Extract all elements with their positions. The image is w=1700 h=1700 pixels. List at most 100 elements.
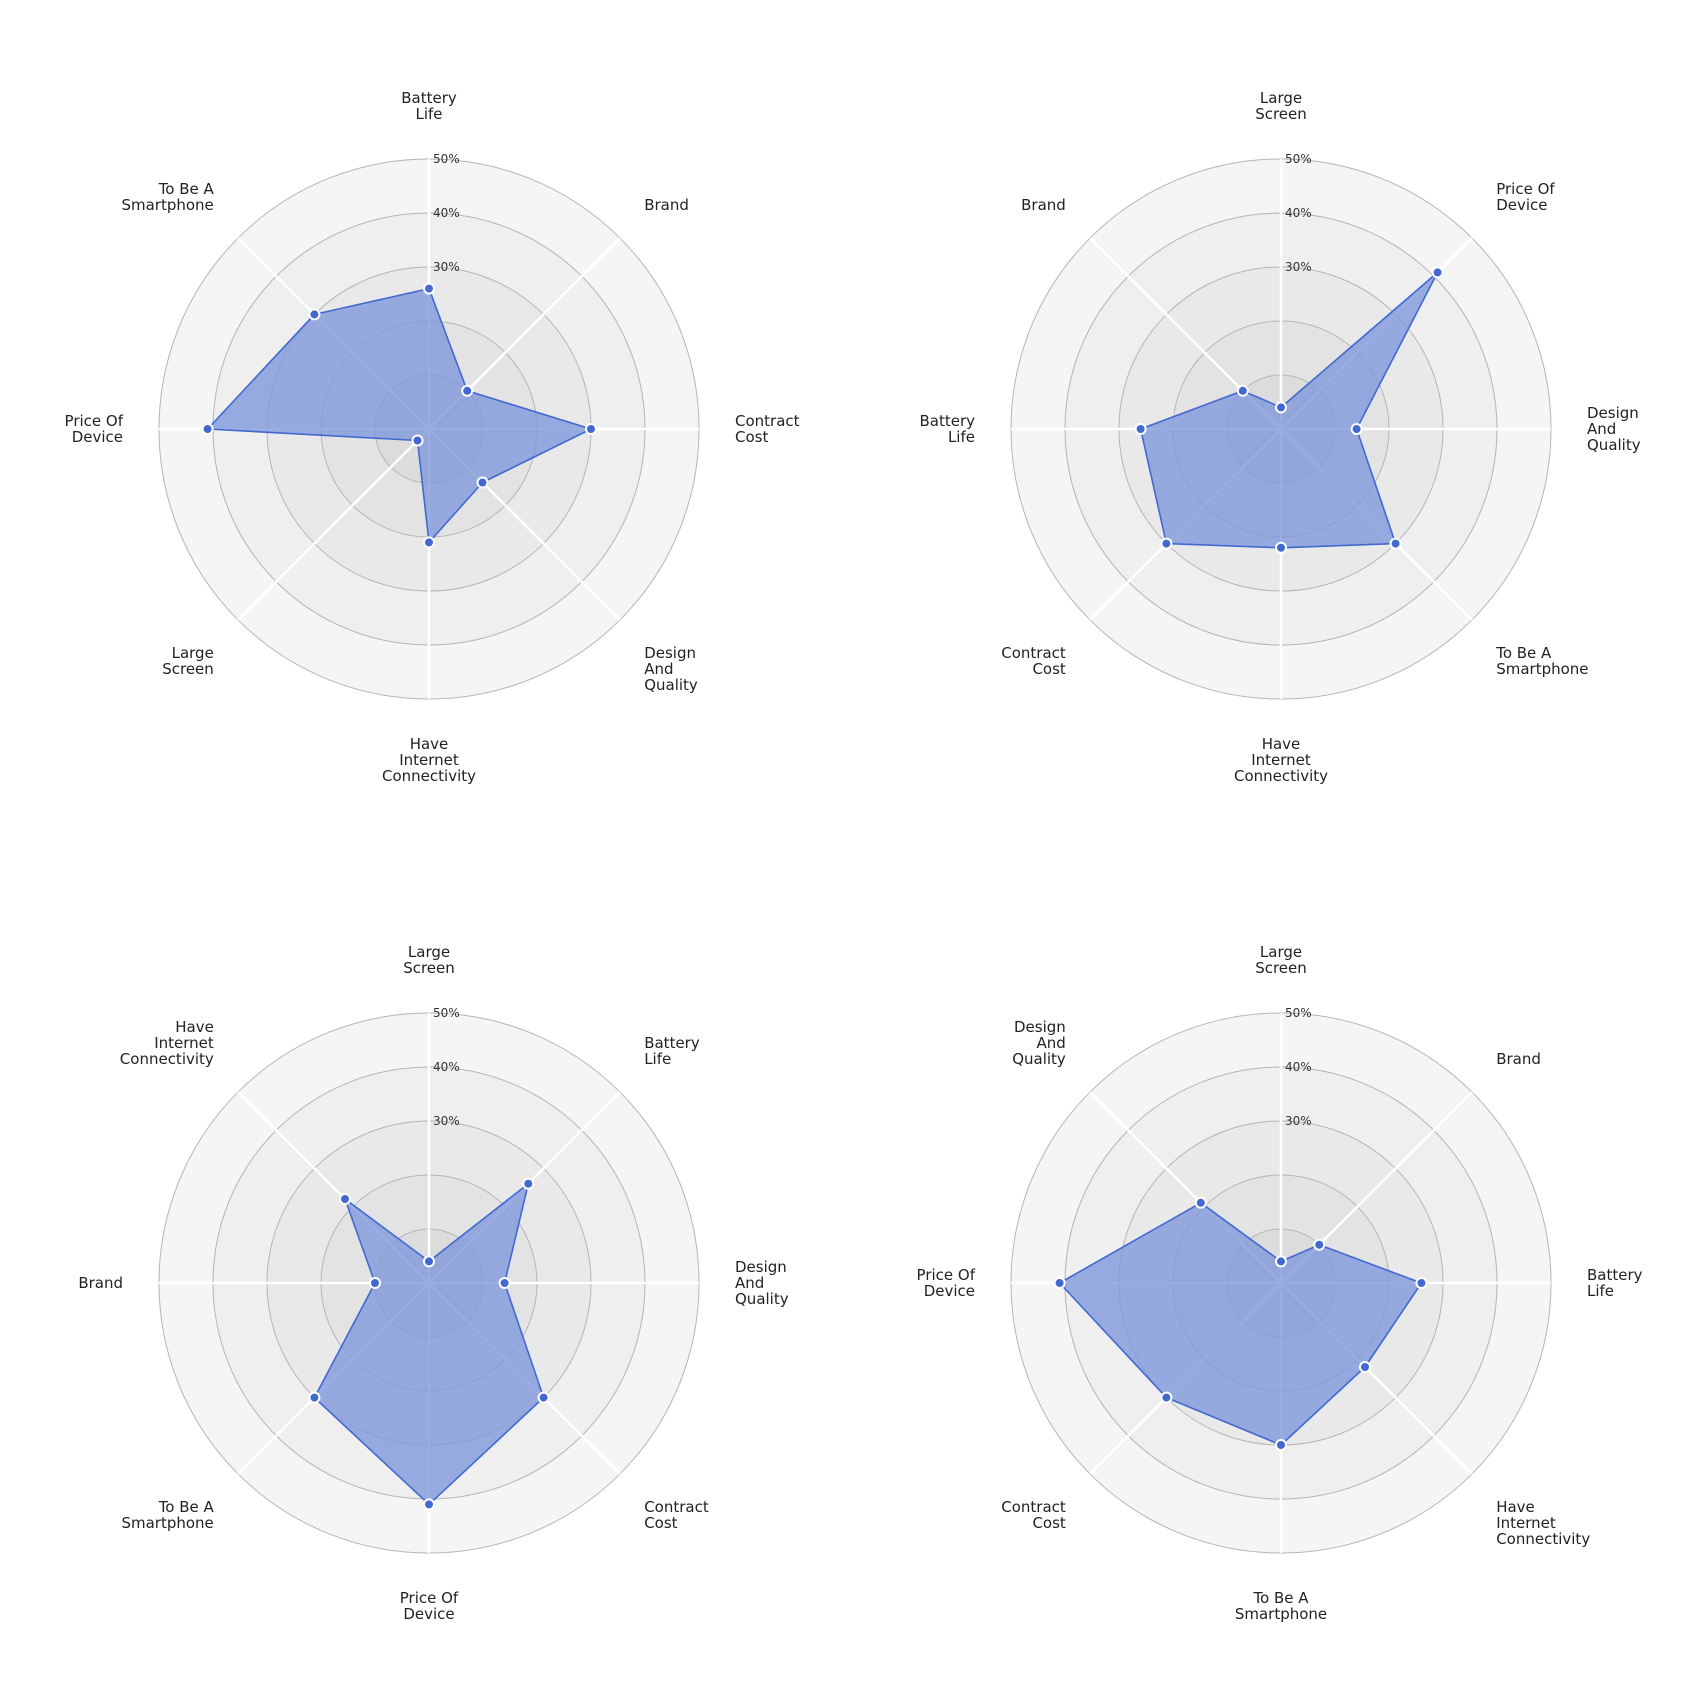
axis-label: Design And Quality [735, 1258, 789, 1308]
data-point [498, 1277, 511, 1289]
axis-label-line: Screen [403, 959, 455, 977]
data-point [1275, 1255, 1287, 1268]
axis-label: Price Of Device [1496, 180, 1555, 214]
axis-label-line: Battery [919, 412, 975, 430]
axis-label: Design And Quality [1587, 404, 1641, 454]
axis-label-line: Screen [1255, 105, 1307, 123]
axis-label-line: Have [1496, 1498, 1535, 1516]
axis-label-line: To Be A [1495, 644, 1552, 662]
axis-label-line: Have [175, 1018, 214, 1036]
data-point [201, 423, 214, 435]
axis-label-line: Have [410, 735, 449, 753]
axis-label-line: Design [644, 644, 696, 662]
grid-spoke [237, 428, 430, 621]
radar-chart-3: Large Screen Battery Life Design And Quality Co… [78, 943, 788, 1623]
data-point [339, 1193, 351, 1205]
axis-label: Have Internet Connectivity [120, 1018, 214, 1068]
axis-label-line: And [1037, 1034, 1066, 1052]
axis-label: Contract Cost [644, 1498, 709, 1532]
axis-label: Brand [1021, 196, 1066, 214]
axis-label: Battery Life [919, 412, 975, 446]
axis-label: Large Screen [162, 644, 214, 678]
axis-label-line: Large [1260, 943, 1302, 961]
axis-label-line: And [1587, 420, 1616, 438]
axis-label: Have Internet Connectivity [1234, 735, 1328, 785]
axis-label: Have Internet Connectivity [1496, 1498, 1590, 1548]
axis-label: Price Of Device [65, 412, 124, 446]
axis-label-line: Price Of [917, 1266, 976, 1284]
axis-label-line: Brand [1496, 1050, 1541, 1068]
data-point [461, 384, 474, 397]
axis-label-line: Brand [78, 1274, 123, 1292]
axis-label-line: Connectivity [382, 767, 476, 785]
axis-label: To Be A Smartphone [121, 180, 214, 214]
tick-label: 30% [1285, 1114, 1312, 1128]
axis-label-line: To Be A [158, 180, 215, 198]
axis-label: Battery Life [644, 1034, 700, 1068]
radar-chart-1: Battery Life Brand Contract Cost Design And Qua… [65, 89, 800, 785]
axis-label-line: Device [1496, 196, 1547, 214]
axis-label-line: Internet [1496, 1514, 1556, 1532]
axis-label-line: Device [72, 428, 123, 446]
axis-label-line: Device [924, 1282, 975, 1300]
axis-label: Have Internet Connectivity [382, 735, 476, 785]
data-point [423, 536, 435, 549]
axis-label-line: Internet [399, 751, 459, 769]
data-point [537, 1391, 550, 1404]
axis-label: Battery Life [401, 89, 457, 123]
data-point [476, 476, 489, 489]
axis-label: To Be A Smartphone [1235, 1589, 1327, 1623]
axis-label-line: Price Of [400, 1589, 459, 1607]
axis-label-line: To Be A [158, 1498, 215, 1516]
axis-label-line: Connectivity [1496, 1530, 1590, 1548]
axis-label: Design And Quality [1012, 1018, 1066, 1068]
axis-label-line: Battery [401, 89, 457, 107]
axis-label-line: Screen [1255, 959, 1307, 977]
axis-label: Large Screen [1255, 89, 1307, 123]
axis-label-line: Smartphone [1496, 660, 1588, 678]
axis-label-line: Battery [644, 1034, 700, 1052]
axis-label: Contract Cost [735, 412, 800, 446]
data-point [1275, 541, 1287, 554]
axis-label-line: Large [172, 644, 214, 662]
data-point [1389, 537, 1402, 550]
tick-label: 50% [433, 152, 460, 166]
data-point [1275, 401, 1287, 414]
axis-label-line: Cost [644, 1514, 677, 1532]
axis-label: Brand [78, 1274, 123, 1292]
axis-label-line: Life [644, 1050, 671, 1068]
axis-label: Large Screen [1255, 943, 1307, 977]
data-point [369, 1277, 381, 1289]
axis-label-line: Contract [1001, 1498, 1066, 1516]
data-point [411, 434, 424, 447]
axis-label-line: Internet [154, 1034, 214, 1052]
data-point [585, 423, 597, 435]
axis-label-line: Design [1014, 1018, 1066, 1036]
axis-label: Brand [644, 196, 689, 214]
axis-label-line: Smartphone [121, 1514, 213, 1532]
data-point [1134, 423, 1147, 435]
axis-label-line: And [735, 1274, 764, 1292]
data-point [1415, 1277, 1428, 1289]
data-point [522, 1177, 535, 1190]
axis-label: Price Of Device [400, 1589, 459, 1623]
axis-label-line: Life [948, 428, 975, 446]
axis-label-line: Large [1260, 89, 1302, 107]
axis-label: To Be A Smartphone [1495, 644, 1588, 678]
data-point [1053, 1277, 1066, 1289]
axis-label: Brand [1496, 1050, 1541, 1068]
axis-label: Battery Life [1587, 1266, 1643, 1300]
axis-label-line: Contract [644, 1498, 709, 1516]
axis-label-line: Contract [1001, 644, 1066, 662]
tick-label: 40% [433, 206, 460, 220]
axis-label: Design And Quality [644, 644, 698, 694]
radar-chart-2: Large Screen Price Of Device Design And Qualit… [919, 89, 1640, 785]
tick-label: 30% [1285, 260, 1312, 274]
axis-label-line: Life [1587, 1282, 1614, 1300]
data-point [423, 282, 435, 295]
data-point [423, 1255, 435, 1268]
axis-label-line: Brand [1021, 196, 1066, 214]
data-point [1431, 266, 1444, 279]
axis-label-line: Connectivity [1234, 767, 1328, 785]
